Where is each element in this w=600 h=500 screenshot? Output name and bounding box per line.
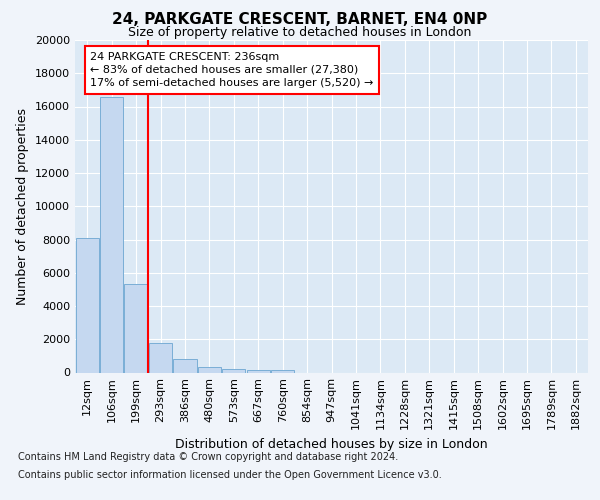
Bar [222, 369, 245, 372]
Bar [247, 370, 270, 372]
Bar [149, 342, 172, 372]
Text: 24, PARKGATE CRESCENT, BARNET, EN4 0NP: 24, PARKGATE CRESCENT, BARNET, EN4 0NP [112, 12, 488, 28]
Text: 24 PARKGATE CRESCENT: 236sqm
← 83% of detached houses are smaller (27,380)
17% o: 24 PARKGATE CRESCENT: 236sqm ← 83% of de… [91, 52, 374, 88]
Bar [100, 96, 123, 372]
Bar [271, 370, 294, 372]
Bar [124, 284, 148, 372]
X-axis label: Distribution of detached houses by size in London: Distribution of detached houses by size … [175, 438, 488, 451]
Text: Size of property relative to detached houses in London: Size of property relative to detached ho… [128, 26, 472, 39]
Bar [198, 366, 221, 372]
Bar [76, 238, 99, 372]
Text: Contains public sector information licensed under the Open Government Licence v3: Contains public sector information licen… [18, 470, 442, 480]
Y-axis label: Number of detached properties: Number of detached properties [16, 108, 29, 304]
Bar [173, 359, 197, 372]
Text: Contains HM Land Registry data © Crown copyright and database right 2024.: Contains HM Land Registry data © Crown c… [18, 452, 398, 462]
